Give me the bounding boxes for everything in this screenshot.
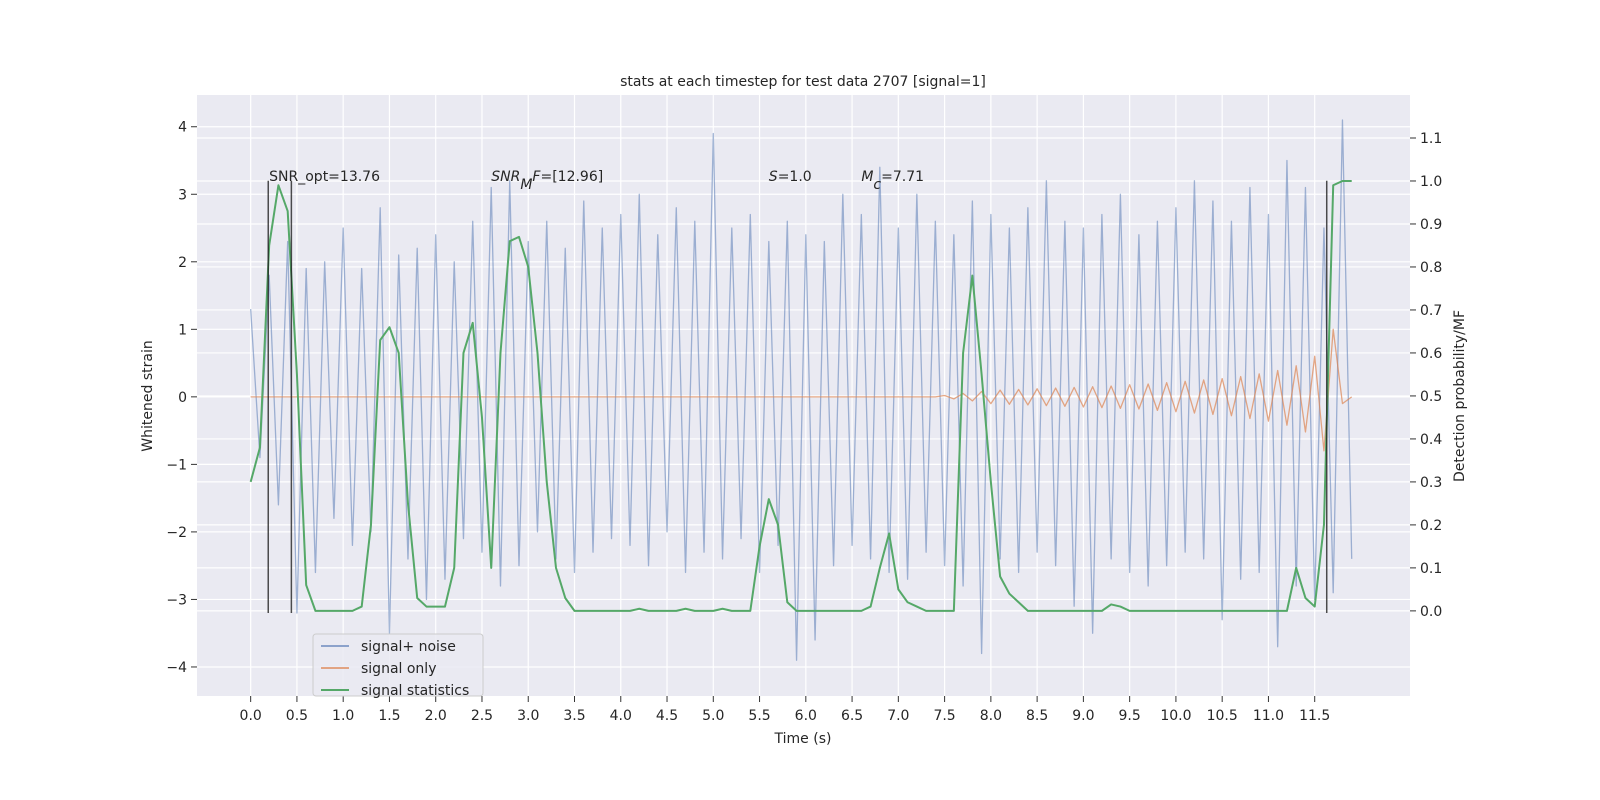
x-tick-label: 1.5: [378, 708, 400, 724]
annotation-part: F: [532, 169, 541, 185]
x-tick-label: 9.5: [1119, 708, 1141, 724]
legend-label: signal+ noise: [361, 639, 456, 655]
legend-label: signal statistics: [361, 683, 469, 699]
annotation-part: SNR_opt=13.76: [269, 169, 380, 185]
x-tick-label: 10.5: [1207, 708, 1238, 724]
y-tick-label: 0: [178, 390, 187, 406]
y-tick-label: 3: [178, 187, 187, 203]
x-tick-label: 11.0: [1253, 708, 1284, 724]
x-tick-label: 8.5: [1026, 708, 1048, 724]
x-tick-label: 2.0: [425, 708, 447, 724]
legend-box: [312, 633, 484, 697]
x-tick-label: 7.5: [933, 708, 955, 724]
x-tick-label: 8.0: [980, 708, 1002, 724]
x-tick-label: 0.5: [286, 708, 308, 724]
annotation: Mc=7.71: [861, 169, 924, 193]
x-tick-label: 3.0: [517, 708, 539, 724]
x-tick-label: 2.5: [471, 708, 493, 724]
x-tick-label: 6.5: [841, 708, 863, 724]
x-tick-label: 3.5: [563, 708, 585, 724]
annotation-part: c: [873, 177, 881, 193]
chart-title: stats at each timestep for test data 270…: [620, 74, 986, 90]
annotation: SNRMF=[12.96]: [491, 169, 603, 193]
y-tick-label: −3: [166, 592, 187, 608]
legend-label: signal only: [361, 661, 436, 677]
x-tick-label: 4.5: [656, 708, 678, 724]
x-tick-label: 6.0: [795, 708, 817, 724]
x-axis-label: Time (s): [774, 731, 832, 747]
y-tick-label: −1: [166, 457, 187, 473]
series-line: [250, 119, 1353, 661]
y-tick-label: 2: [178, 255, 187, 271]
y2-tick-label: 0.2: [1420, 518, 1442, 534]
series-line: [249, 179, 1352, 612]
x-tick-label: 11.5: [1299, 708, 1330, 724]
x-tick-label: 4.0: [610, 708, 632, 724]
annotation-part: M: [861, 169, 873, 185]
y-tick-label: 1: [178, 322, 187, 338]
y2-tick-label: 1.1: [1420, 131, 1442, 147]
y2-tick-label: 1.0: [1420, 174, 1442, 190]
annotation: SNR_opt=13.76: [269, 169, 380, 185]
x-tick-label: 7.0: [887, 708, 909, 724]
y2-tick-label: 0.4: [1420, 432, 1442, 448]
x-tick-label: 5.5: [748, 708, 770, 724]
y2-tick-label: 0.5: [1420, 389, 1442, 405]
y2-tick-label: 0.0: [1420, 604, 1442, 620]
x-tick-label: 0.0: [240, 708, 262, 724]
y2-tick-label: 0.1: [1420, 561, 1442, 577]
series-line: [250, 328, 1353, 452]
y2-tick-label: 0.3: [1420, 475, 1442, 491]
annotation-part: M: [520, 177, 532, 193]
annotation-part: SNR: [491, 169, 520, 185]
annotation-part: =7.71: [881, 169, 924, 185]
y-tick-label: −2: [166, 525, 187, 541]
y2-tick-label: 0.7: [1420, 303, 1442, 319]
y-tick-label: −4: [166, 660, 187, 676]
x-tick-label: 1.0: [332, 708, 354, 724]
y-axis-label: Whitened strain: [140, 340, 156, 451]
annotation-part: =[12.96]: [540, 169, 603, 185]
x-tick-label: 10.0: [1160, 708, 1191, 724]
annotation-part: S: [769, 169, 778, 185]
annotation-part: =1.0: [778, 169, 812, 185]
y2-tick-label: 0.9: [1420, 217, 1442, 233]
y2-tick-label: 0.6: [1420, 346, 1442, 362]
x-tick-label: 9.0: [1072, 708, 1094, 724]
x-tick-label: 5.0: [702, 708, 724, 724]
y2-tick-label: 0.8: [1420, 260, 1442, 276]
y-tick-label: 4: [178, 120, 187, 136]
annotation: S=1.0: [769, 169, 812, 185]
y2-axis-label: Detection probability/MF: [1452, 310, 1468, 482]
